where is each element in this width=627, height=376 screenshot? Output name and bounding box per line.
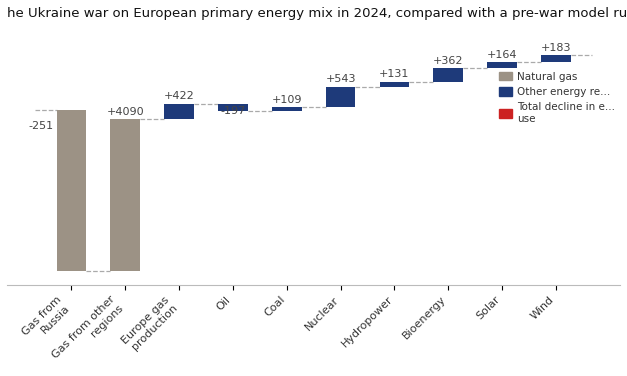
Bar bbox=[218, 103, 248, 111]
Legend: Natural gas, Other energy re..., Total decline in e...
use: Natural gas, Other energy re..., Total d… bbox=[499, 72, 615, 124]
Text: he Ukraine war on European primary energy mix in 2024, compared with a pre-war m: he Ukraine war on European primary energ… bbox=[7, 7, 627, 20]
Bar bbox=[379, 82, 409, 86]
Bar bbox=[110, 119, 140, 271]
Text: +4090: +4090 bbox=[107, 107, 144, 117]
Text: -197: -197 bbox=[220, 106, 246, 116]
Text: +109: +109 bbox=[271, 94, 302, 105]
Bar bbox=[487, 62, 517, 68]
Bar bbox=[272, 107, 302, 111]
Bar bbox=[541, 55, 571, 62]
Text: +543: +543 bbox=[325, 74, 356, 84]
Bar bbox=[56, 110, 86, 271]
Text: +164: +164 bbox=[487, 50, 517, 60]
Bar bbox=[326, 86, 356, 107]
Bar bbox=[164, 103, 194, 119]
Text: +131: +131 bbox=[379, 70, 409, 79]
Text: +422: +422 bbox=[164, 91, 194, 101]
Text: +362: +362 bbox=[433, 56, 463, 66]
Text: -251: -251 bbox=[29, 121, 54, 131]
Bar bbox=[433, 68, 463, 82]
Text: +183: +183 bbox=[540, 43, 571, 53]
